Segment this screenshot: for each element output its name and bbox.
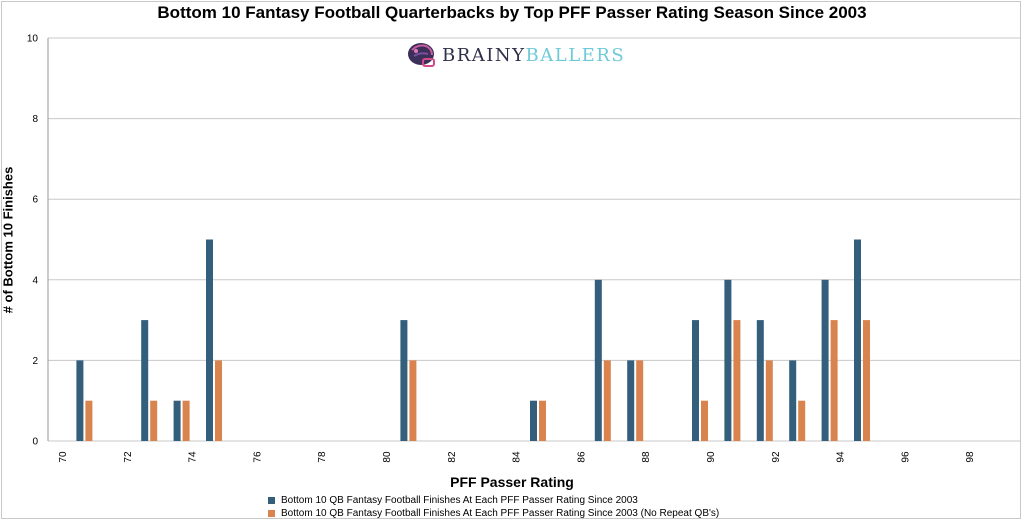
x-tick-label: 80	[382, 451, 393, 463]
bar-series-2	[798, 400, 806, 441]
legend-item-series-2: Bottom 10 QB Fantasy Football Finishes A…	[268, 507, 719, 520]
y-tick-label: 2	[32, 356, 38, 367]
logo-text-light: BALLERS	[525, 44, 626, 66]
bar-series-2	[863, 320, 870, 441]
bar-series-1	[400, 320, 408, 441]
bar-series-2	[733, 320, 741, 441]
y-tick-label: 4	[32, 275, 38, 286]
bar-series-1	[789, 360, 797, 441]
x-tick-label: 76	[252, 451, 263, 463]
x-tick-label: 88	[641, 451, 652, 463]
x-tick-label: 70	[58, 451, 69, 463]
bar-series-1	[76, 360, 84, 441]
x-tick-label: 78	[317, 451, 328, 463]
bar-series-1	[724, 279, 732, 441]
brand-logo: BRAINY BALLERS	[404, 40, 625, 70]
x-tick-label: 94	[836, 451, 847, 463]
bar-series-2	[539, 400, 546, 441]
y-tick-label: 10	[27, 34, 39, 45]
legend-swatch-series-2	[268, 510, 275, 517]
bar-series-1	[594, 279, 602, 441]
y-tick-label: 8	[32, 114, 38, 125]
bar-series-1	[692, 320, 699, 441]
x-tick-label: 90	[706, 451, 717, 463]
bar-series-2	[85, 400, 93, 441]
bar-series-1	[206, 239, 213, 441]
y-tick-label: 6	[32, 195, 38, 206]
bar-series-2	[765, 360, 773, 441]
bar-series-1	[756, 320, 764, 441]
x-tick-label: 72	[123, 451, 134, 463]
legend: Bottom 10 QB Fantasy Football Finishes A…	[268, 494, 719, 520]
y-axis-label: # of Bottom 10 Finishes	[0, 166, 16, 314]
bar-series-1	[821, 279, 829, 441]
logo-text-dark: BRAINY	[442, 44, 526, 66]
bar-series-2	[603, 360, 611, 441]
x-tick-label: 84	[512, 451, 523, 463]
bar-series-2	[636, 360, 644, 441]
bar-series-2	[150, 400, 158, 441]
bar-series-1	[627, 360, 635, 441]
bar-series-2	[182, 400, 190, 441]
bar-series-1	[854, 239, 861, 441]
x-tick-label: 86	[576, 451, 587, 463]
x-axis-label: PFF Passer Rating	[450, 474, 574, 490]
x-tick-label: 82	[447, 451, 458, 463]
bar-series-1	[530, 400, 537, 441]
bar-series-1	[141, 320, 149, 441]
helmet-icon	[408, 43, 435, 67]
bar-series-1	[173, 400, 181, 441]
x-tick-label: 92	[771, 451, 782, 463]
x-tick-label: 98	[965, 451, 976, 463]
legend-item-series-1: Bottom 10 QB Fantasy Football Finishes A…	[268, 494, 719, 507]
legend-label-series-1: Bottom 10 QB Fantasy Football Finishes A…	[281, 495, 638, 506]
bar-series-2	[215, 360, 222, 441]
legend-swatch-series-1	[268, 497, 275, 504]
bar-series-2	[830, 320, 838, 441]
x-tick-label: 96	[900, 451, 911, 463]
y-tick-label: 0	[32, 437, 38, 448]
x-tick-label: 74	[188, 451, 199, 463]
bar-series-2	[701, 400, 708, 441]
chart-title: Bottom 10 Fantasy Football Quarterbacks …	[157, 3, 867, 22]
bar-series-2	[409, 360, 417, 441]
legend-label-series-2: Bottom 10 QB Fantasy Football Finishes A…	[281, 508, 720, 519]
